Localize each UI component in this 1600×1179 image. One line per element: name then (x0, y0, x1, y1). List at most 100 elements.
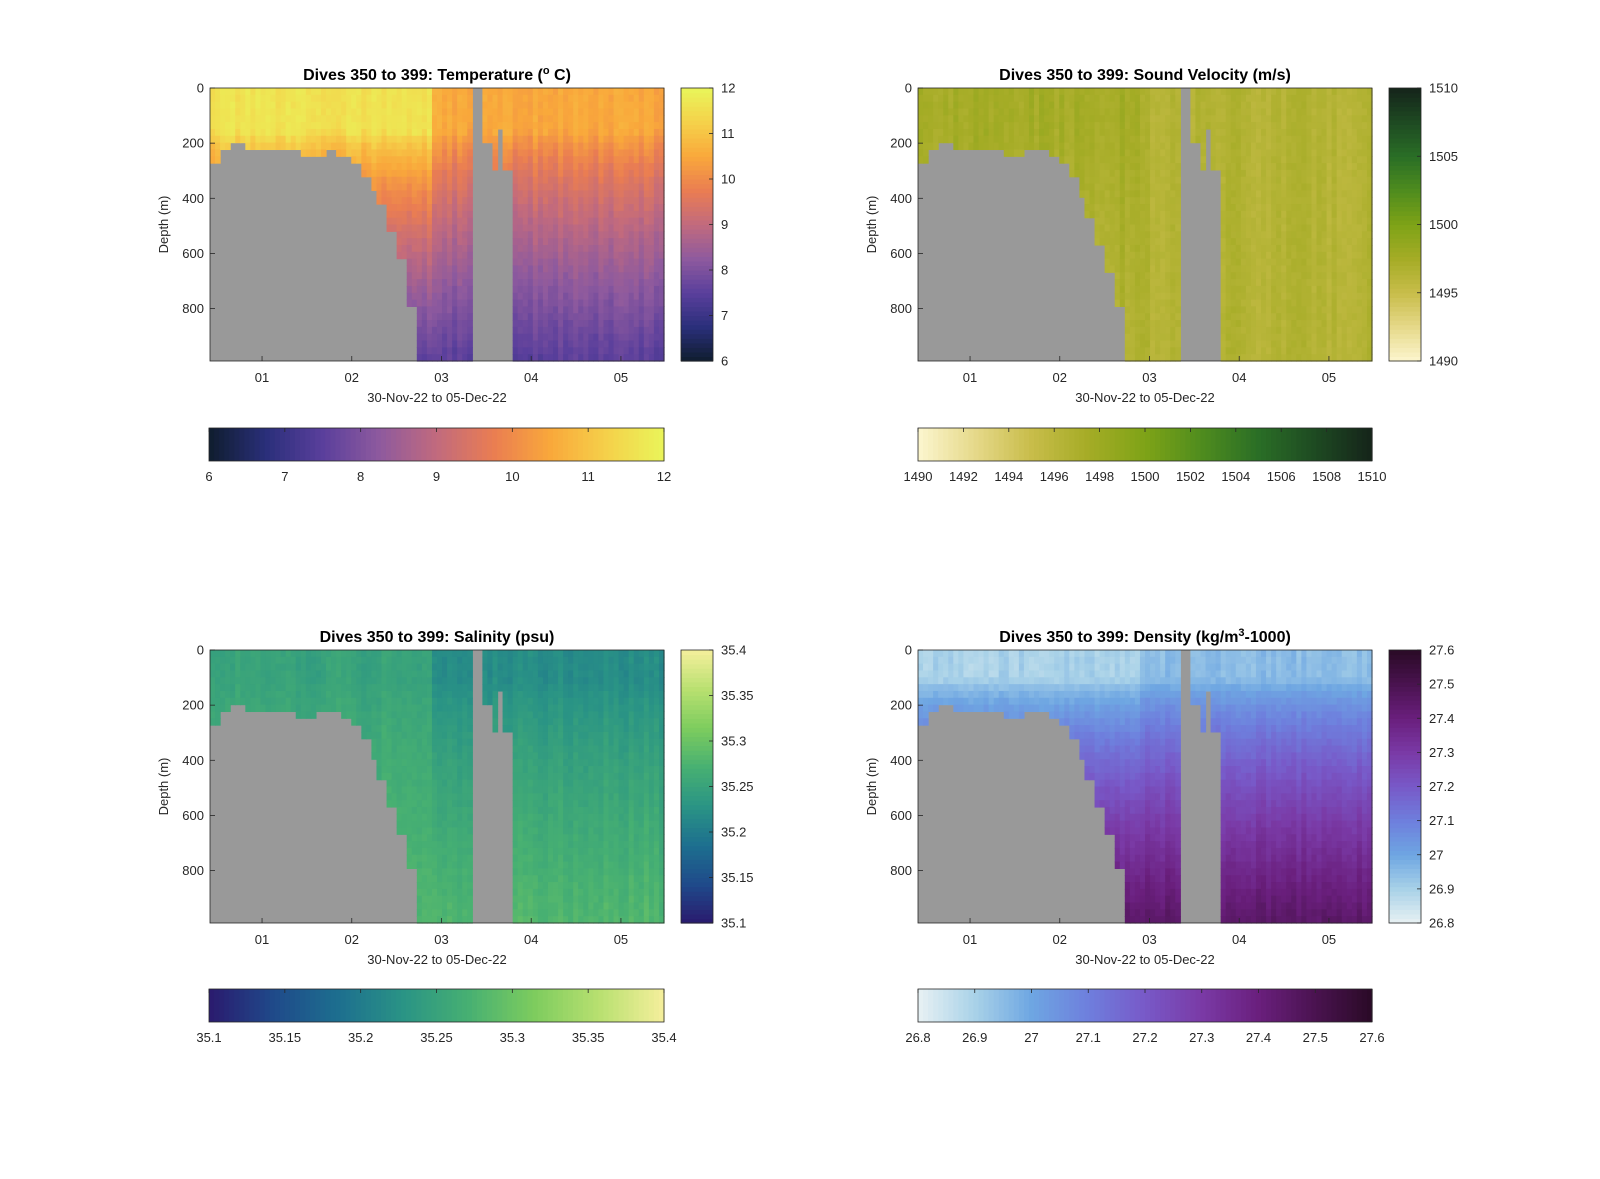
data-cell (1170, 197, 1176, 205)
data-cell (588, 333, 594, 342)
data-cell (215, 650, 221, 658)
data-cell (416, 231, 423, 239)
data-cell (1351, 163, 1358, 171)
data-cell (507, 149, 514, 157)
data-cell (421, 333, 428, 342)
data-cell (1311, 135, 1318, 144)
data-cell (1139, 238, 1146, 246)
data-cell (1341, 224, 1348, 232)
data-cell (1286, 217, 1292, 226)
data-cell (928, 101, 934, 110)
data-cell (648, 340, 655, 348)
data-cell (568, 94, 574, 103)
data-cell (598, 272, 605, 280)
data-cell (658, 190, 665, 198)
data-cell (628, 251, 635, 260)
data-cell (411, 128, 418, 137)
data-cell (210, 108, 216, 116)
data-cell (1084, 197, 1091, 205)
data-cell (401, 244, 408, 253)
data-cell (1316, 101, 1323, 110)
data-cell (613, 204, 620, 212)
data-cell (618, 306, 625, 314)
data-cell (447, 190, 453, 198)
data-cell (421, 313, 428, 321)
data-cell (1170, 163, 1176, 171)
data-cell (623, 244, 630, 253)
x-tick-label: 03 (1142, 370, 1156, 385)
data-cell (346, 88, 352, 96)
data-cell (1150, 265, 1156, 273)
data-cell (230, 650, 236, 658)
data-cell (553, 163, 559, 171)
data-cell (1326, 285, 1333, 294)
data-cell (1034, 142, 1040, 151)
data-cell (593, 128, 600, 137)
data-cell (537, 251, 544, 260)
data-cell (512, 299, 519, 307)
data-cell (1286, 231, 1292, 239)
data-cell (653, 231, 660, 239)
data-cell (1296, 101, 1302, 110)
data-cell (558, 238, 564, 246)
colorbar-tick-label: 1502 (1176, 469, 1205, 484)
colorbar-segment (681, 119, 713, 125)
data-cell (1291, 333, 1297, 342)
data-cell (376, 156, 383, 164)
data-cell (623, 149, 630, 157)
data-cell (588, 163, 594, 171)
data-cell (1331, 272, 1338, 280)
data-cell (643, 183, 650, 191)
data-cell (210, 704, 216, 713)
data-cell (421, 306, 428, 314)
data-cell (578, 163, 584, 171)
data-cell (492, 128, 499, 137)
data-cell (442, 190, 448, 198)
data-cell (588, 101, 594, 110)
data-cell (608, 183, 615, 191)
data-cell (260, 663, 267, 672)
data-cell (588, 135, 594, 144)
data-cell (563, 354, 569, 362)
data-cell (1255, 197, 1262, 205)
colorbar-segment (1034, 428, 1040, 461)
data-cell (1008, 142, 1015, 151)
data-cell (1301, 108, 1308, 116)
data-cell (638, 115, 645, 123)
data-cell (1346, 176, 1353, 185)
data-cell (437, 169, 443, 178)
colorbar-segment (1003, 428, 1010, 461)
data-cell (1321, 258, 1328, 267)
data-cell (1079, 122, 1086, 130)
data-cell (1094, 217, 1101, 226)
data-cell (1291, 142, 1297, 151)
data-cell (1366, 210, 1373, 219)
data-cell (618, 265, 625, 273)
colorbar-segment (567, 428, 574, 461)
data-cell (923, 101, 929, 110)
data-cell (462, 197, 468, 205)
data-cell (918, 101, 924, 110)
data-cell (623, 265, 630, 273)
data-cell (1276, 135, 1282, 144)
colorbar-segment (953, 428, 959, 461)
data-cell (558, 306, 564, 314)
data-cell (1190, 88, 1197, 96)
data-cell (1094, 238, 1101, 246)
data-cell (280, 108, 287, 116)
data-cell (1099, 149, 1106, 157)
data-cell (1336, 210, 1343, 219)
data-cell (235, 670, 241, 678)
data-cell (1129, 94, 1136, 103)
data-cell (457, 285, 463, 294)
data-cell (386, 176, 393, 185)
data-cell (1084, 94, 1091, 103)
data-cell (608, 320, 615, 328)
data-cell (245, 108, 251, 116)
data-cell (598, 231, 605, 239)
data-cell (1356, 313, 1363, 321)
data-cell (1139, 285, 1146, 294)
colorbar-segment (1331, 428, 1338, 461)
data-cell (1366, 197, 1373, 205)
data-cell (1326, 231, 1333, 239)
